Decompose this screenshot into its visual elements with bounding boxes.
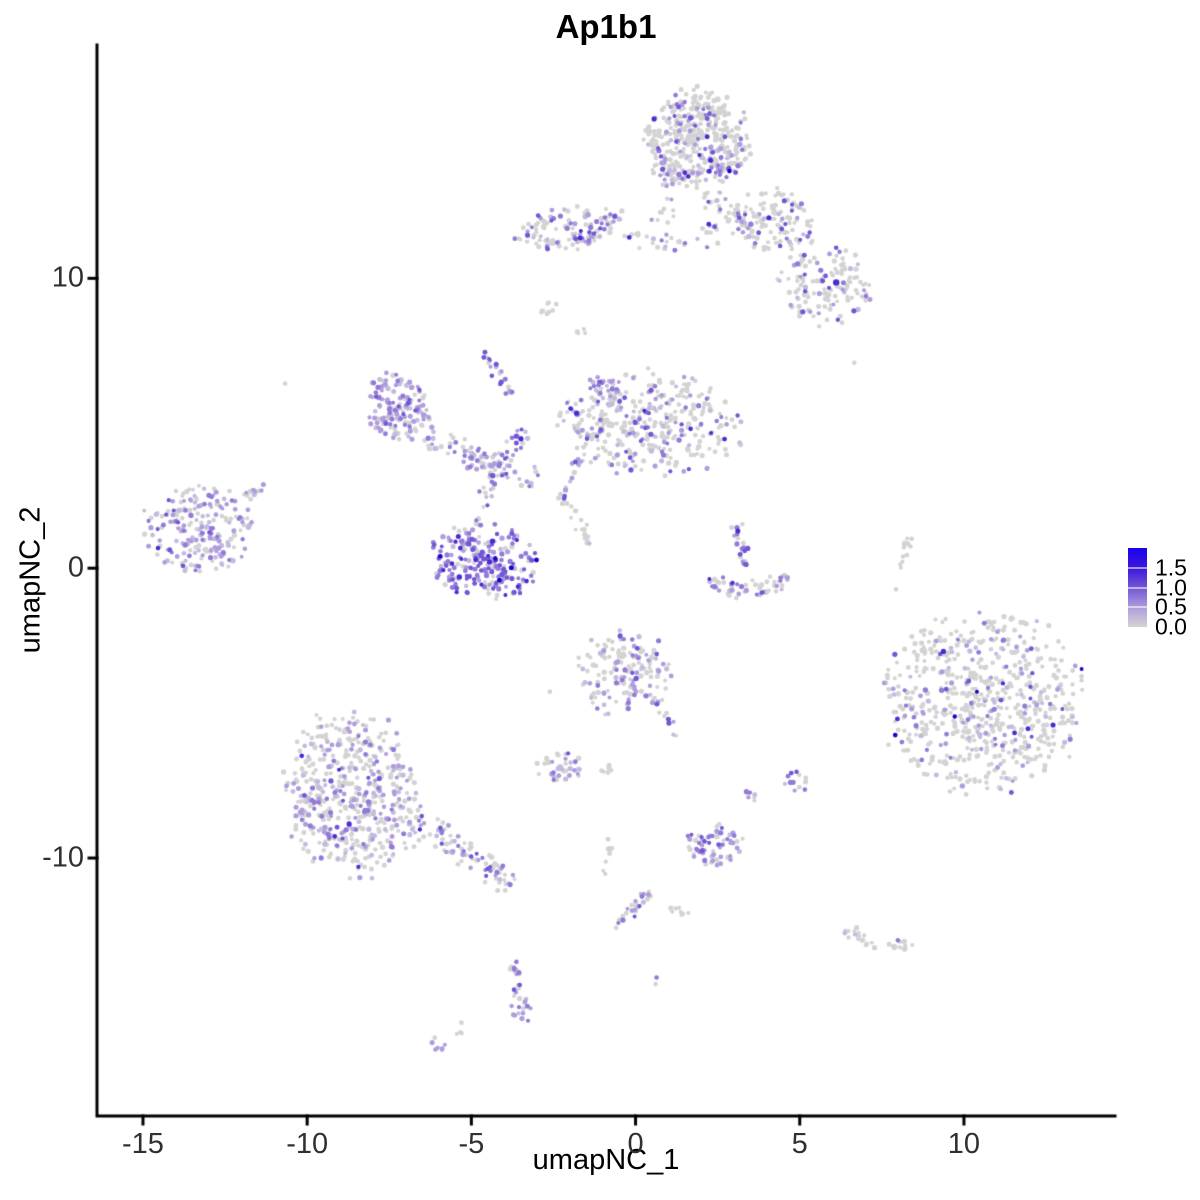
- legend-tick-label: 1.0: [1155, 574, 1187, 600]
- y-tick-label: 10: [51, 261, 84, 294]
- legend-tick-mark: [1128, 566, 1147, 569]
- plot-title: Ap1b1: [555, 8, 657, 45]
- x-tick-label: -5: [458, 1128, 485, 1160]
- legend-tick-label: 1.5: [1155, 554, 1187, 581]
- legend-tick-label: 0.5: [1155, 593, 1187, 620]
- y-axis-title: umapNC_2: [14, 506, 47, 654]
- legend-gradient-bar: [1128, 548, 1147, 627]
- colorbar-legend: 1.5 1.0 0.5 0.0: [1128, 548, 1198, 638]
- legend-tick-label: 0.0: [1155, 613, 1187, 640]
- legend-tick-mark: [1128, 586, 1147, 589]
- y-tick-label: -10: [42, 841, 84, 874]
- x-tick-label: 0: [627, 1128, 644, 1160]
- x-tick-label: 10: [947, 1128, 981, 1160]
- y-tick-label: 0: [67, 551, 84, 584]
- x-axis-title: umapNC_1: [532, 1144, 680, 1176]
- x-tick-label: -10: [286, 1128, 329, 1160]
- x-tick-label: 5: [791, 1128, 808, 1160]
- legend-tick-mark: [1128, 606, 1147, 609]
- x-tick-label: -15: [122, 1128, 164, 1160]
